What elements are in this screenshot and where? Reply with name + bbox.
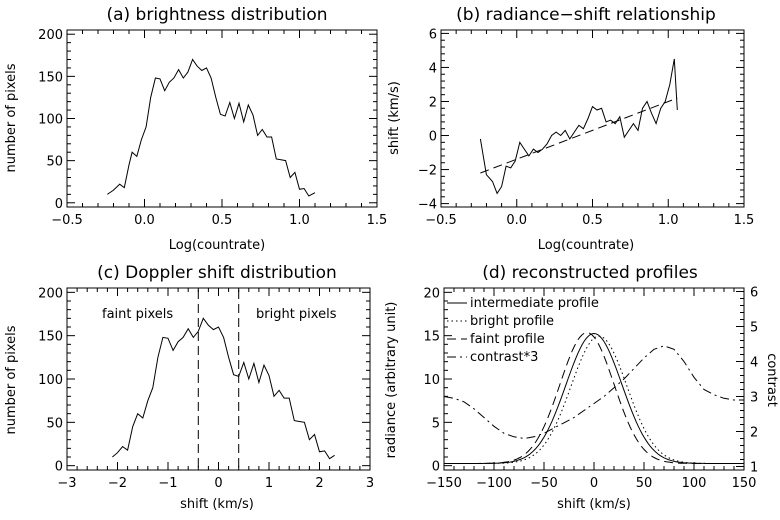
y-right-tick-label: 1 [750, 461, 758, 476]
y-tick-label: 0 [429, 130, 437, 145]
legend: intermediate profile bright profile fain… [470, 296, 599, 365]
y-right-tick-label: 4 [750, 356, 758, 371]
x-tick-label: −3 [57, 476, 76, 491]
x-tick-label: 1.0 [289, 213, 310, 228]
x-tick-label: −0.5 [51, 213, 83, 228]
y-tick-label: 100 [38, 113, 63, 128]
x-tick-label: −100 [476, 476, 512, 491]
x-tick-label: 1.5 [367, 213, 388, 228]
panel-c-title: (c) Doppler shift distribution [97, 263, 337, 283]
panel-c-doppler-shift-distribution: (c) Doppler shift distribution shift (km… [4, 263, 374, 512]
x-tick-label: 0.5 [582, 213, 603, 228]
y-tick-label: 20 [423, 286, 440, 301]
legend-bright-profile: bright profile [470, 314, 554, 329]
y-right-tick-label: 3 [750, 391, 758, 406]
x-tick-label: 0.5 [212, 213, 233, 228]
panel-d-ylabel-right: contrast [764, 353, 779, 407]
x-tick-label: 0 [214, 476, 222, 491]
panel-c-xlabel: shift (km/s) [180, 497, 254, 512]
x-tick-label: 1 [265, 476, 273, 491]
x-tick-label: 50 [636, 476, 653, 491]
legend-contrast-3: contrast*3 [470, 350, 538, 365]
y-tick-label: −4 [418, 198, 437, 213]
panel-d-title: (d) reconstructed profiles [482, 263, 698, 283]
legend-intermediate-profile: intermediate profile [470, 296, 599, 311]
y-tick-label: 4 [429, 61, 437, 76]
x-tick-label: 1.0 [658, 213, 679, 228]
y-tick-label: 0 [55, 197, 63, 212]
x-tick-label: −0.5 [425, 213, 457, 228]
y-right-tick-label: 2 [750, 426, 758, 441]
plot-frame [440, 29, 745, 208]
panel-d-xlabel: shift (km/s) [557, 497, 631, 512]
y-tick-label: 15 [423, 330, 440, 345]
x-tick-label: 2 [315, 476, 323, 491]
series-line-1 [112, 317, 335, 460]
panel-b-ylabel: shift (km/s) [387, 81, 402, 155]
x-tick-label: 1.5 [734, 213, 755, 228]
x-tick-label: 100 [682, 476, 707, 491]
series-line-1 [479, 58, 678, 195]
panel-d-reconstructed-profiles: (d) reconstructed profiles shift (km/s) … [384, 263, 779, 512]
y-tick-label: 150 [38, 330, 63, 345]
y-tick-label: 2 [429, 95, 437, 110]
y-tick-label: 200 [38, 286, 63, 301]
x-tick-label: 150 [732, 476, 757, 491]
panel-d-ylabel: radiance (arbitrary unit) [384, 302, 399, 459]
y-tick-label: 10 [423, 373, 440, 388]
y-tick-label: −2 [418, 164, 437, 179]
x-tick-label: 0.0 [134, 213, 155, 228]
y-tick-label: 0 [432, 460, 440, 475]
panel-c-ylabel: number of pixels [4, 325, 19, 434]
x-tick-label: −50 [530, 476, 557, 491]
series-line-1 [107, 58, 316, 197]
x-tick-label: −150 [426, 476, 462, 491]
y-tick-label: 200 [38, 28, 63, 43]
y-tick-label: 50 [46, 155, 63, 170]
x-tick-label: −2 [108, 476, 127, 491]
y-tick-label: 6 [429, 27, 437, 42]
faint-pixels-label: faint pixels [102, 307, 173, 322]
legend-faint-profile: faint profile [470, 332, 545, 347]
panel-a-ylabel: number of pixels [4, 63, 19, 172]
y-right-tick-label: 6 [750, 286, 758, 301]
bright-pixels-label: bright pixels [256, 307, 337, 322]
series-faint-profile [444, 332, 744, 464]
panel-a-xlabel: Log(countrate) [169, 238, 265, 253]
y-tick-label: 50 [46, 416, 63, 431]
x-tick-label: 0.0 [506, 213, 527, 228]
plot-frame [66, 29, 378, 208]
panel-b-radiance-shift-relationship: (b) radiance−shift relationship Log(coun… [387, 5, 754, 253]
x-tick-label: −1 [158, 476, 177, 491]
y-tick-label: 5 [432, 416, 440, 431]
series-contrast-3 [443, 345, 744, 440]
series-line-2 [480, 97, 678, 174]
panel-a-title: (a) brightness distribution [106, 5, 327, 25]
panel-a-brightness-distribution: (a) brightness distribution Log(countrat… [4, 5, 387, 253]
x-tick-label: 3 [366, 476, 374, 491]
x-tick-label: 0 [590, 476, 598, 491]
panel-b-xlabel: Log(countrate) [538, 238, 634, 253]
y-tick-label: 100 [38, 373, 63, 388]
panel-b-title: (b) radiance−shift relationship [456, 5, 716, 25]
y-tick-label: 0 [55, 460, 63, 475]
y-right-tick-label: 5 [750, 321, 758, 336]
y-tick-label: 150 [38, 70, 63, 85]
